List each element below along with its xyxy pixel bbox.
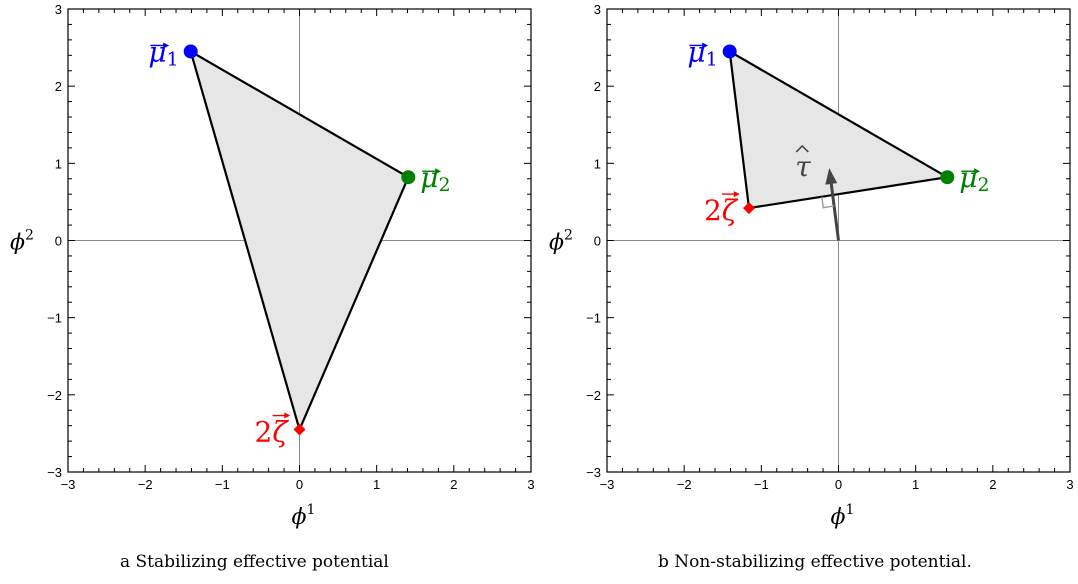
tau-hat [795, 144, 809, 153]
vector-arrowhead-zeta [284, 412, 291, 419]
label-zeta: 2ζ [254, 416, 289, 449]
point-mu2 [401, 170, 416, 185]
chart-panel-a: μ1 μ2 2ζ −3 −2 −1 0 1 2 3 −3 −2 −1 0 1 2 3 ϕ1 ϕ2 [10, 2, 535, 530]
x-axis-label: ϕ1 [292, 502, 316, 530]
x-tick-label: −1 [754, 477, 769, 492]
y-tick-label: 0 [55, 234, 62, 249]
y-tick-label: 1 [55, 156, 62, 171]
y-tick-label: 2 [594, 79, 601, 94]
x-tick-label: −3 [61, 477, 76, 492]
y-tick-label: −3 [47, 465, 62, 480]
y-axis-label: ϕ2 [10, 228, 34, 256]
label-mu1: μ1 [687, 35, 717, 70]
caption-b: b Non-stabilizing effective potential. [658, 552, 972, 572]
x-tick-label: 3 [1066, 477, 1073, 492]
x-tick-label: 2 [450, 477, 457, 492]
y-tick-label: 0 [594, 234, 601, 249]
y-tick-label: 3 [594, 2, 601, 17]
x-tick-label: −2 [138, 477, 153, 492]
x-axis-label: ϕ1 [831, 502, 855, 530]
y-tick-label: −1 [586, 311, 601, 326]
x-tick-label: −3 [600, 477, 615, 492]
y-tick-label: 1 [594, 156, 601, 171]
x-tick-label: 3 [527, 477, 534, 492]
vector-arrowhead-zeta [733, 191, 740, 198]
y-tick-label: 3 [55, 2, 62, 17]
vector-arrowhead-mu1 [163, 42, 170, 49]
y-tick-label: −2 [586, 388, 601, 403]
point-zeta [742, 202, 755, 215]
y-tick-label: −1 [47, 311, 62, 326]
vector-arrowhead-mu2 [435, 168, 442, 175]
y-axis-label: ϕ2 [549, 228, 573, 256]
triangle-region [189, 50, 410, 431]
x-tick-label: 1 [912, 477, 919, 492]
label-mu2: μ2 [420, 161, 450, 196]
x-tick-label: −2 [677, 477, 692, 492]
chart-panel-b: τ μ1 μ2 2ζ −3 −2 −1 0 1 2 3 −3 −2 −1 0 1 2 3 ϕ1 ϕ2 [549, 2, 1074, 530]
x-tick-label: 0 [835, 477, 842, 492]
x-tick-label: 0 [296, 477, 303, 492]
label-mu2: μ2 [959, 161, 989, 196]
label-zeta: 2ζ [704, 194, 739, 227]
y-tick-label: 2 [55, 79, 62, 94]
vector-arrowhead-mu1 [702, 42, 709, 49]
point-mu1 [183, 44, 198, 59]
y-tick-label: −3 [586, 465, 601, 480]
tau-label: τ [795, 150, 811, 183]
point-mu2 [940, 170, 955, 185]
vector-arrowhead-mu2 [974, 168, 981, 175]
y-tick-label: −2 [47, 388, 62, 403]
right-angle-marker [821, 196, 835, 209]
label-mu1: μ1 [148, 35, 178, 70]
tau-arrow-shaft [829, 183, 840, 241]
triangle-region [728, 50, 949, 210]
tau-arrow-head [825, 167, 838, 185]
x-tick-label: 2 [989, 477, 996, 492]
caption-a: a Stabilizing effective potential [120, 552, 389, 572]
x-tick-label: 1 [373, 477, 380, 492]
point-mu1 [722, 44, 737, 59]
x-tick-label: −1 [215, 477, 230, 492]
point-zeta [293, 423, 306, 436]
